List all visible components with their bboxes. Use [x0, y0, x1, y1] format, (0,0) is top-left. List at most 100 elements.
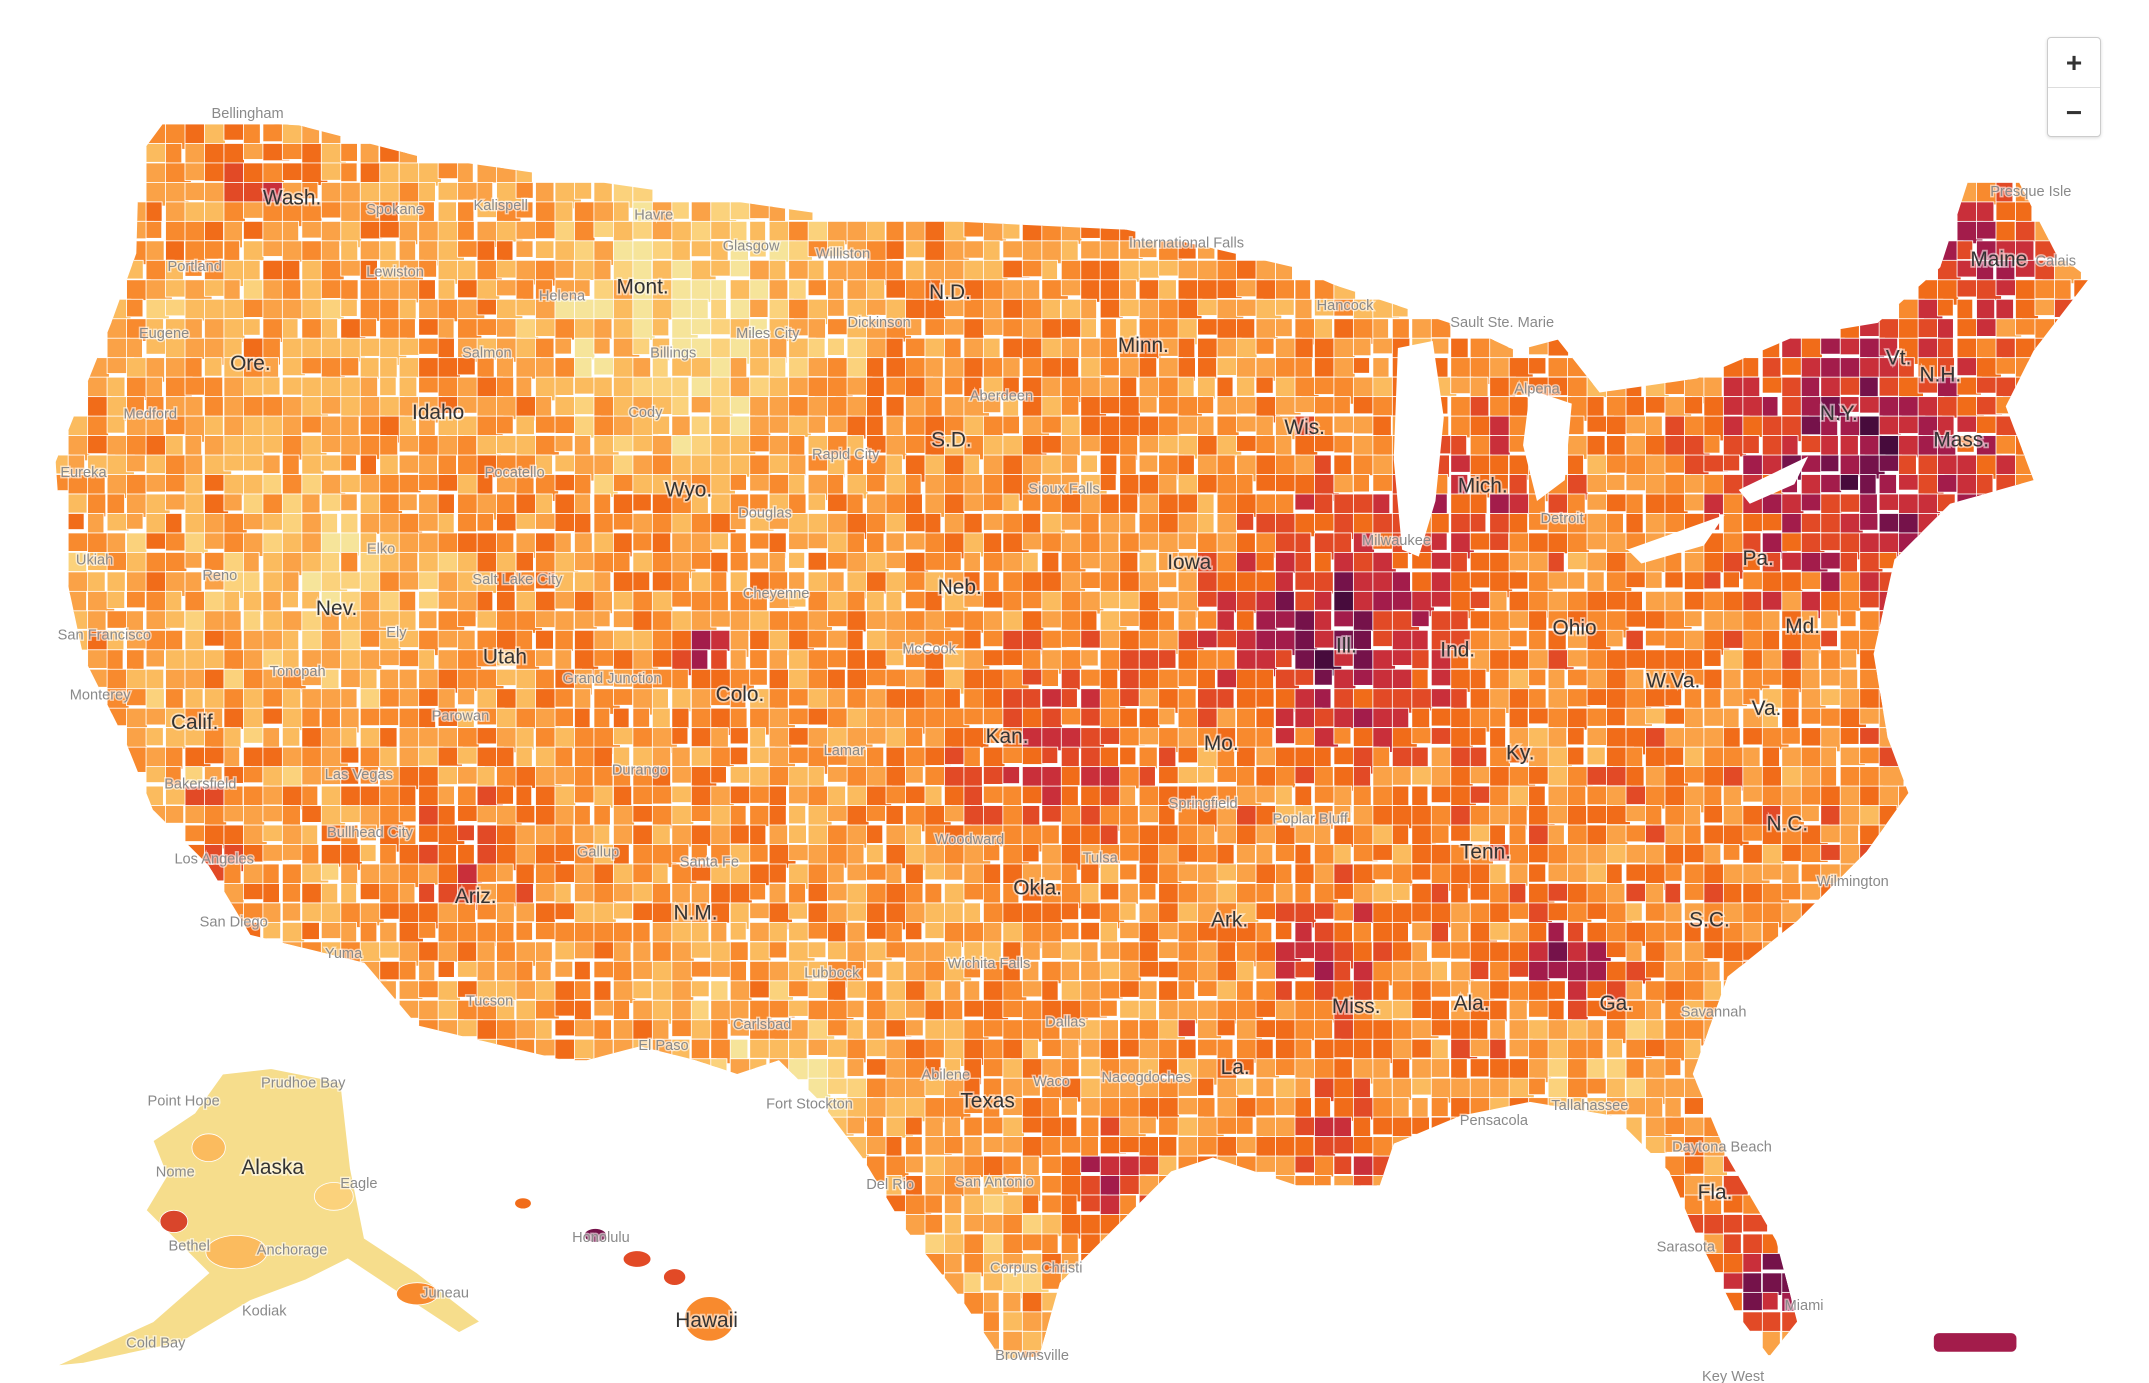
county — [1761, 921, 1779, 944]
county — [1236, 1097, 1257, 1118]
county — [1177, 337, 1196, 360]
county — [1859, 571, 1882, 592]
county — [1917, 493, 1941, 517]
county — [1761, 844, 1785, 866]
county — [437, 941, 461, 963]
county — [632, 532, 653, 552]
county — [788, 532, 811, 550]
county — [165, 629, 184, 653]
county — [1236, 376, 1256, 397]
county — [1314, 590, 1333, 611]
county — [1080, 318, 1097, 338]
county — [1236, 1077, 1254, 1096]
county — [690, 551, 712, 570]
county — [1002, 824, 1023, 848]
county — [1236, 513, 1255, 531]
county — [1138, 941, 1159, 964]
county — [885, 727, 907, 749]
region — [159, 1209, 189, 1233]
city-label: Sault Ste. Marie — [1450, 315, 1554, 331]
county — [1294, 824, 1317, 844]
county — [457, 162, 474, 185]
county — [1742, 1194, 1769, 1215]
county — [963, 454, 980, 478]
county — [1937, 474, 1958, 493]
county — [2034, 279, 2056, 300]
city-label: Waco — [1033, 1074, 1070, 1090]
county — [145, 649, 165, 668]
zoom-in-button[interactable]: + — [2065, 47, 2083, 78]
county — [301, 727, 325, 749]
county — [554, 201, 574, 222]
county — [554, 921, 577, 944]
county — [1839, 474, 1859, 491]
county — [1411, 629, 1429, 653]
state-label: Hawaii — [675, 1309, 738, 1332]
county — [612, 376, 635, 400]
county — [1645, 1019, 1665, 1042]
county — [807, 707, 830, 726]
county — [515, 980, 537, 1000]
county — [457, 844, 475, 867]
county — [1060, 863, 1078, 886]
county — [827, 921, 847, 944]
county — [905, 921, 923, 941]
county — [1275, 902, 1298, 923]
state-label: N.H. — [1919, 363, 1961, 386]
county — [982, 357, 1004, 380]
city-label: Juneau — [421, 1286, 469, 1302]
county — [418, 513, 440, 532]
county — [1391, 298, 1409, 318]
zoom-out-button[interactable]: − — [2048, 87, 2100, 137]
county — [905, 513, 927, 533]
county — [535, 941, 553, 964]
county — [1722, 960, 1748, 987]
county — [1664, 883, 1681, 906]
county — [281, 493, 304, 517]
county — [1333, 357, 1356, 380]
county — [1236, 1116, 1254, 1135]
county — [1060, 610, 1082, 634]
county — [1742, 766, 1766, 789]
county — [1898, 454, 1917, 478]
county — [281, 590, 299, 609]
county — [1761, 610, 1781, 633]
county — [242, 435, 265, 459]
county — [1800, 902, 1828, 925]
county — [710, 571, 728, 595]
county — [710, 298, 727, 321]
county — [632, 220, 653, 240]
city-label: Tucson — [466, 994, 513, 1010]
county — [846, 610, 867, 633]
state-label: Iowa — [1167, 551, 1211, 574]
county — [612, 551, 631, 572]
county — [1099, 883, 1120, 901]
city-label: Tallahassee — [1551, 1098, 1628, 1114]
county — [1859, 746, 1882, 765]
county — [788, 921, 810, 942]
county — [1742, 727, 1764, 746]
city-label: Woodward — [935, 832, 1005, 848]
county — [1372, 1019, 1394, 1042]
county — [885, 805, 904, 825]
county — [1430, 513, 1450, 534]
county — [1469, 1058, 1490, 1078]
county — [729, 513, 747, 530]
county — [1294, 298, 1313, 321]
county — [1255, 785, 1276, 804]
county — [1314, 1019, 1333, 1040]
county — [1956, 298, 1974, 322]
county — [262, 571, 285, 594]
county — [593, 999, 615, 1017]
county — [1489, 999, 1508, 1023]
county — [1041, 1155, 1064, 1174]
county — [1976, 474, 1994, 496]
state-label: Ill. — [1336, 635, 1357, 658]
county — [1041, 259, 1058, 280]
city-label: Presque Isle — [1990, 184, 2071, 200]
county — [1722, 1214, 1743, 1234]
county — [749, 863, 771, 887]
county — [1625, 902, 1643, 922]
county — [574, 999, 592, 1023]
county — [1664, 902, 1683, 923]
